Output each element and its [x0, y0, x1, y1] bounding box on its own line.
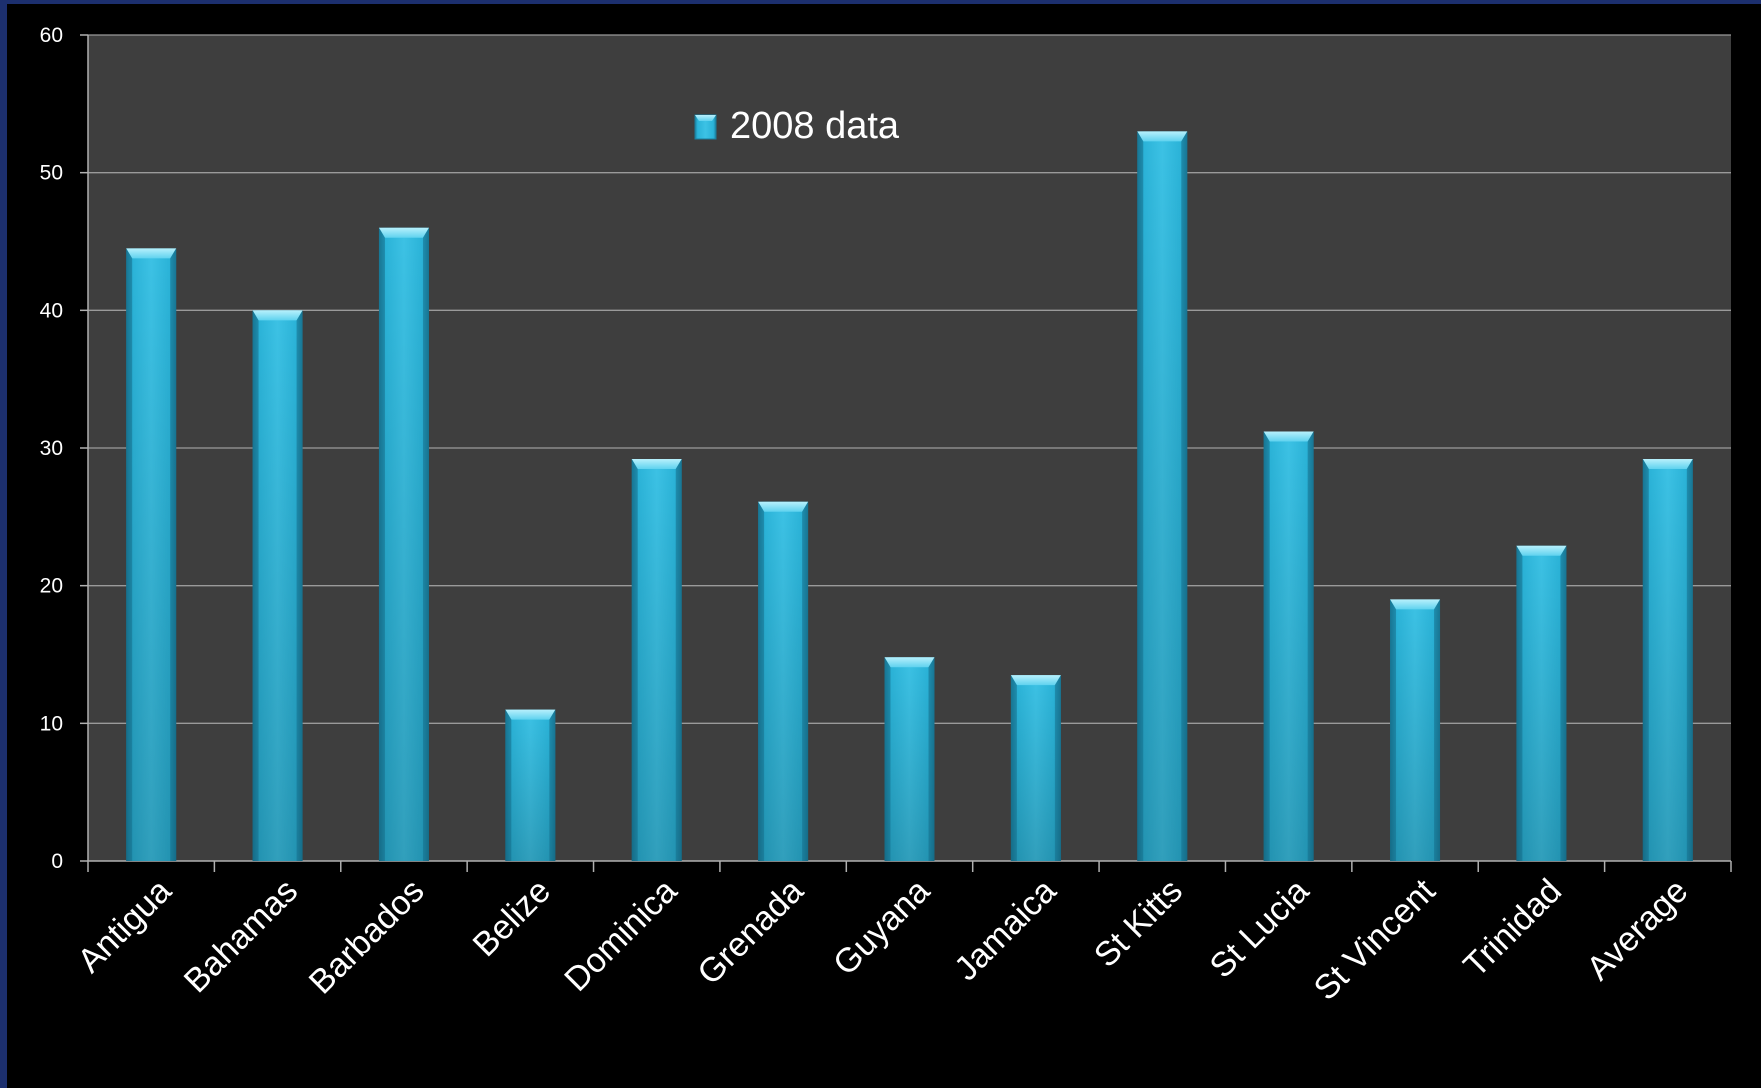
x-tick-label: Trinidad [1456, 872, 1569, 985]
bar-shade [1137, 131, 1188, 861]
bar-edge-left [378, 227, 385, 861]
bar-edge-left [1010, 675, 1017, 861]
bar-cap [884, 657, 935, 668]
bar-edge-left [1642, 459, 1649, 861]
bar-edge-right [675, 459, 682, 861]
legend-swatch-cap [695, 115, 716, 121]
bar [126, 248, 177, 862]
bar [1137, 131, 1188, 861]
bar-edge-left [1516, 545, 1523, 861]
x-tick-label: Barbados [302, 872, 432, 1002]
bar [505, 709, 556, 861]
y-axis-tick-labels: 0 10 20 30 40 50 60 [40, 24, 63, 873]
bar-edge-right [1686, 459, 1693, 861]
bar-cap [1390, 599, 1441, 610]
bar-edge-left [758, 501, 765, 861]
x-tick-label: St Kitts [1087, 872, 1190, 975]
bar-edge-left [884, 657, 891, 861]
y-tick-label: 50 [40, 162, 63, 185]
bar-shade [505, 709, 556, 861]
bar-edge-right [802, 501, 809, 861]
bar-shade [252, 310, 303, 861]
x-tick-label: Dominica [557, 872, 684, 999]
bar-shade [378, 227, 429, 861]
bar-shade [1516, 545, 1567, 861]
bar-cap [505, 709, 556, 720]
bar [631, 459, 682, 861]
bar-cap [758, 501, 809, 512]
x-tick-label: St Vincent [1307, 871, 1443, 1007]
bar-shade [1390, 599, 1441, 861]
bar-cap [631, 459, 682, 470]
bar [252, 310, 303, 861]
y-tick-label: 0 [51, 850, 63, 873]
bar-edge-right [1181, 131, 1188, 861]
bar-edge-right [928, 657, 935, 861]
bar-shade [1642, 459, 1693, 861]
bars [126, 131, 1693, 862]
bar-edge-left [631, 459, 638, 861]
bar-edge-left [126, 248, 133, 862]
bar [758, 501, 809, 861]
y-tick-label: 10 [40, 712, 63, 735]
bar-edge-right [170, 248, 177, 862]
x-tick-label: Belize [466, 872, 558, 964]
x-tick-label: Guyana [826, 872, 937, 983]
bar-shade [126, 248, 177, 862]
bar-edge-left [1263, 431, 1270, 861]
bar-cap [1137, 131, 1188, 142]
bar-cap [1516, 545, 1567, 556]
bar-edge-right [422, 227, 429, 861]
bar [1642, 459, 1693, 861]
bar-cap [378, 227, 429, 238]
bar-edge-right [296, 310, 303, 861]
x-tick-label: St Lucia [1203, 872, 1317, 986]
bar-edge-right [1434, 599, 1441, 861]
y-tick-label: 40 [40, 299, 63, 322]
bar-shade [1010, 675, 1061, 861]
bar-cap [252, 310, 303, 321]
bar-edge-right [549, 709, 556, 861]
x-tick-label: Average [1579, 872, 1695, 988]
bar [884, 657, 935, 861]
legend-label: 2008 data [730, 105, 900, 147]
bar-shade [758, 501, 809, 861]
bar-edge-left [505, 709, 512, 861]
bar-cap [1263, 431, 1314, 442]
bar [1010, 675, 1061, 861]
x-tick-label: Antigua [70, 872, 178, 980]
x-tick-label: Grenada [690, 872, 810, 992]
bar-shade [1263, 431, 1314, 861]
bar [1390, 599, 1441, 861]
bar-shade [631, 459, 682, 861]
x-tick-label: Jamaica [947, 872, 1063, 988]
bar-edge-left [1390, 599, 1397, 861]
bar-edge-right [1307, 431, 1314, 861]
bar [1263, 431, 1314, 861]
y-tick-label: 20 [40, 575, 63, 598]
bar-edge-left [1137, 131, 1144, 861]
bar-cap [1010, 675, 1061, 686]
bar-cap [126, 248, 177, 259]
legend: 2008 data [694, 105, 900, 147]
bar-edge-left [252, 310, 259, 861]
x-tick-label: Bahamas [177, 872, 305, 1000]
bar-edge-right [1560, 545, 1567, 861]
bar-edge-right [1054, 675, 1061, 861]
y-tick-label: 60 [40, 24, 63, 47]
y-tick-label: 30 [40, 437, 63, 460]
bar-shade [884, 657, 935, 861]
bar-cap [1642, 459, 1693, 470]
bar [1516, 545, 1567, 861]
bar [378, 227, 429, 861]
